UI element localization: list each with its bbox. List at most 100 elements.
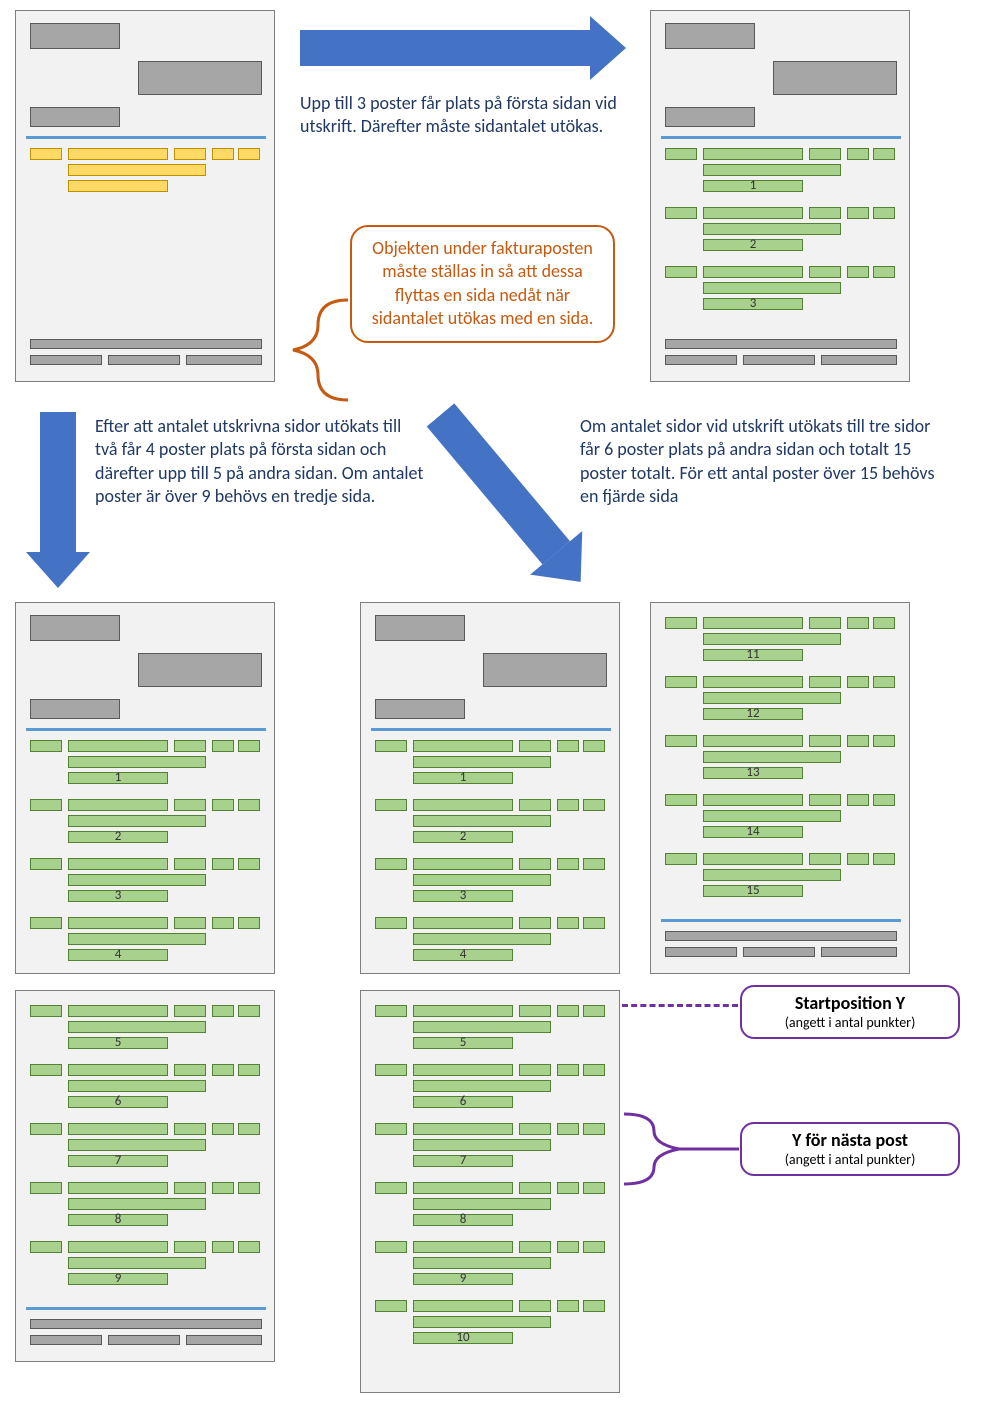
invoice-item-field <box>375 799 407 811</box>
invoice-item-field <box>212 740 234 752</box>
invoice-item-field <box>519 1241 551 1253</box>
invoice-item-field <box>174 917 206 929</box>
invoice-item-row2 <box>413 815 551 827</box>
invoice-item-field <box>557 1241 579 1253</box>
page-card-midC1: 1234 <box>360 602 620 974</box>
invoice-item-field <box>174 740 206 752</box>
invoice-item-field <box>557 1064 579 1076</box>
invoice-item-row2 <box>68 1257 206 1269</box>
invoice-item-field <box>413 1241 513 1253</box>
invoice-item-row2 <box>413 1080 551 1092</box>
callout-startposition-y: Startposition Y (angett i antal punkter) <box>740 985 960 1039</box>
invoice-item-field <box>413 1182 513 1194</box>
invoice-item-field <box>212 799 234 811</box>
invoice-item-field <box>809 794 841 806</box>
invoice-item-field <box>68 917 168 929</box>
arrow-right <box>300 30 590 66</box>
invoice-item-field <box>519 858 551 870</box>
invoice-item-field <box>809 207 841 219</box>
invoice-item-field <box>847 207 869 219</box>
post-number: 5 <box>68 1035 168 1050</box>
caption-text: Upp till 3 poster får plats på första si… <box>300 92 620 139</box>
invoice-item-field <box>30 148 62 160</box>
invoice-item-field <box>847 853 869 865</box>
invoice-item-row2 <box>703 633 841 645</box>
invoice-item-row2 <box>68 1021 206 1033</box>
invoice-item-field <box>583 917 605 929</box>
footer-detail <box>186 1335 262 1345</box>
invoice-item-field <box>665 676 697 688</box>
divider-line <box>661 136 901 139</box>
post-number: 3 <box>413 888 513 903</box>
invoice-item-field <box>665 735 697 747</box>
invoice-item-field <box>30 1064 62 1076</box>
invoice-item-field <box>413 1300 513 1312</box>
invoice-item-field <box>583 1241 605 1253</box>
invoice-item-field <box>583 1123 605 1135</box>
footer-total <box>30 1319 262 1329</box>
invoice-item-field <box>557 1005 579 1017</box>
footer-detail <box>108 1335 180 1345</box>
invoice-item-field <box>30 740 62 752</box>
invoice-item-field <box>238 1064 260 1076</box>
invoice-item-field <box>583 1064 605 1076</box>
invoice-item-field <box>583 1300 605 1312</box>
page-card-botC: 5678910 <box>360 990 620 1393</box>
brace-orange <box>278 300 358 400</box>
invoice-item-field <box>375 740 407 752</box>
invoice-item-field <box>30 1182 62 1194</box>
invoice-item-field <box>238 1123 260 1135</box>
invoice-item-row2 <box>703 810 841 822</box>
post-number: 9 <box>413 1271 513 1286</box>
invoice-item-field <box>519 1182 551 1194</box>
invoice-item-field <box>238 799 260 811</box>
invoice-item-field <box>557 917 579 929</box>
divider-line <box>26 136 266 139</box>
invoice-item-field <box>703 617 803 629</box>
footer-detail <box>30 1335 102 1345</box>
post-number: 12 <box>703 706 803 721</box>
post-number: 6 <box>68 1094 168 1109</box>
invoice-item-field <box>847 794 869 806</box>
invoice-item-field <box>68 740 168 752</box>
invoice-item-field <box>583 799 605 811</box>
page-card-midL1: 1234 <box>15 602 275 974</box>
invoice-item-row2 <box>703 869 841 881</box>
invoice-item-field <box>557 1300 579 1312</box>
invoice-item-row2 <box>68 1080 206 1092</box>
invoice-item-field <box>809 148 841 160</box>
post-number: 8 <box>68 1212 168 1227</box>
brace-purple <box>624 1114 744 1184</box>
invoice-item-field <box>809 617 841 629</box>
page-card-topRight: 123 <box>650 10 910 382</box>
invoice-item-field <box>174 858 206 870</box>
invoice-item-row2 <box>413 756 551 768</box>
invoice-item-row2 <box>68 756 206 768</box>
callout-objects-below: Objekten under fakturaposten måste ställ… <box>350 225 615 343</box>
invoice-item-field <box>557 799 579 811</box>
post-number: 1 <box>703 178 803 193</box>
invoice-item-field <box>583 858 605 870</box>
invoice-item-field <box>847 735 869 747</box>
invoice-item-field <box>212 1005 234 1017</box>
invoice-item-field <box>68 1064 168 1076</box>
divider-line <box>26 728 266 731</box>
invoice-item-field <box>873 148 895 160</box>
invoice-item-field <box>30 917 62 929</box>
footer-total <box>665 931 897 941</box>
footer-detail <box>665 355 737 365</box>
invoice-item-field <box>873 207 895 219</box>
post-number: 9 <box>68 1271 168 1286</box>
header-ref <box>30 699 120 719</box>
invoice-item-field <box>30 799 62 811</box>
invoice-item-field <box>375 917 407 929</box>
footer-detail <box>665 947 737 957</box>
invoice-item-row2 <box>413 1139 551 1151</box>
invoice-item-field <box>519 799 551 811</box>
nextpost-title: Y för nästa post <box>752 1130 948 1152</box>
header-address <box>138 61 262 95</box>
post-number: 14 <box>703 824 803 839</box>
invoice-item-field <box>519 1123 551 1135</box>
invoice-item-field <box>238 1182 260 1194</box>
invoice-item-field <box>809 676 841 688</box>
